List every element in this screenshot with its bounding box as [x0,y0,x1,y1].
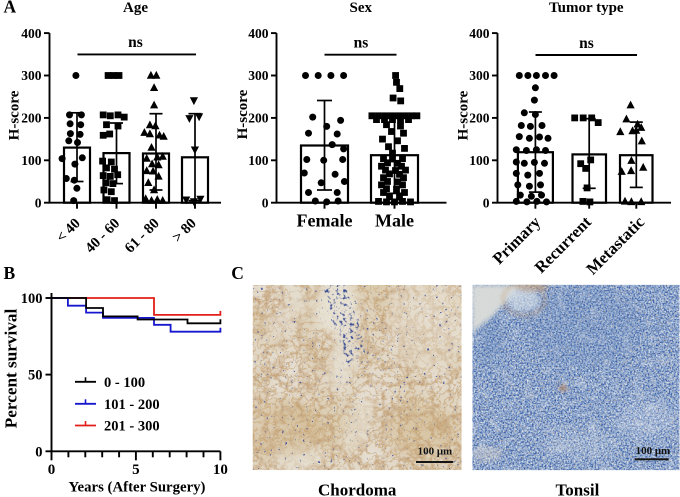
svg-text:50: 50 [28,368,43,384]
svg-text:100: 100 [21,291,43,307]
svg-text:101 - 200: 101 - 200 [104,397,160,413]
svg-text:40 - 60: 40 - 60 [82,216,123,257]
svg-text:0: 0 [35,444,42,460]
svg-text:Age: Age [123,0,148,16]
svg-text:300: 300 [21,68,42,83]
svg-text:201 - 300: 201 - 300 [104,419,160,435]
svg-text:Percent survival: Percent survival [2,309,21,429]
svg-text:> 80: > 80 [169,216,199,246]
svg-text:Chordoma: Chordoma [318,480,397,497]
svg-text:0: 0 [262,195,269,210]
svg-text:A: A [4,0,17,16]
svg-text:H-score: H-score [456,90,472,140]
svg-text:400: 400 [469,26,490,41]
svg-text:Tumor type: Tumor type [549,0,624,16]
svg-text:0: 0 [35,195,42,210]
svg-text:300: 300 [469,68,490,83]
svg-text:10: 10 [213,462,228,478]
svg-text:200: 200 [248,111,269,126]
svg-text:61 - 80: 61 - 80 [122,216,163,257]
svg-text:B: B [4,263,16,283]
svg-text:100: 100 [248,153,269,168]
svg-text:100 μm: 100 μm [636,445,671,457]
svg-text:Tonsil: Tonsil [556,480,600,497]
svg-text:Female: Female [297,211,353,231]
svg-text:ns: ns [354,35,369,52]
svg-text:400: 400 [248,26,269,41]
svg-text:0: 0 [48,462,56,478]
svg-text:100: 100 [21,153,42,168]
svg-text:Sex: Sex [350,0,373,16]
svg-text:ns: ns [579,35,594,52]
svg-text:< 40: < 40 [53,216,83,246]
svg-text:H-score: H-score [7,90,23,140]
svg-text:200: 200 [469,111,490,126]
svg-text:ns: ns [128,34,143,51]
svg-text:100 μm: 100 μm [418,445,453,457]
svg-text:Years (After Surgery): Years (After Surgery) [69,480,206,496]
svg-text:0: 0 [483,195,490,210]
svg-text:100: 100 [469,153,490,168]
svg-text:H-score: H-score [235,89,251,139]
svg-text:200: 200 [21,111,42,126]
svg-text:Male: Male [375,211,414,231]
svg-text:5: 5 [132,462,140,478]
svg-text:300: 300 [248,68,269,83]
svg-text:C: C [231,263,244,283]
svg-text:Metastatic: Metastatic [582,212,648,278]
svg-text:400: 400 [21,26,42,41]
svg-text:0 - 100: 0 - 100 [104,375,145,391]
